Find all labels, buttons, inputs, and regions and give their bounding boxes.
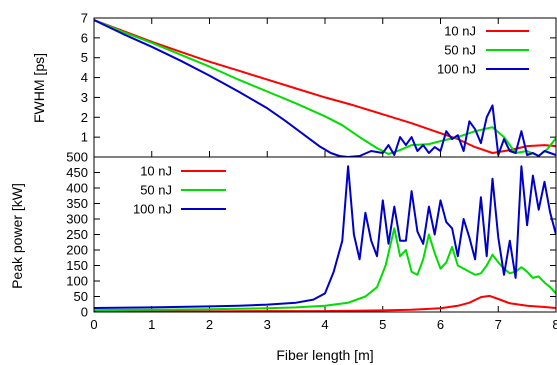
peak-power-y-tick-label-2: 100 — [66, 274, 88, 289]
fwhm-panel: 1 2 3 4 5 6 7 FWHM [ps] 10 nJ 50 nJ 100 nJ — [31, 11, 557, 158]
peak-power-legend-label-0: 10 nJ — [140, 164, 172, 179]
fwhm-y-ticks: 1 2 3 4 5 6 7 — [81, 11, 556, 145]
peak-power-x-tick-label-4: 4 — [321, 317, 328, 332]
peak-power-series-line-1 — [94, 227, 556, 312]
peak-power-y-tick-label-6: 300 — [66, 212, 88, 227]
fwhm-legend-label-0: 10 nJ — [444, 24, 476, 39]
fwhm-y-tick-label-3: 4 — [81, 70, 88, 85]
fwhm-y-tick-label-6: 7 — [81, 11, 88, 26]
peak-power-x-tick-label-6: 6 — [437, 317, 444, 332]
peak-power-y-tick-label-10: 500 — [66, 150, 88, 165]
peak-power-y-tick-label-5: 250 — [66, 227, 88, 242]
peak-power-series-lines — [94, 165, 556, 312]
peak-power-x-tick-label-2: 2 — [206, 317, 213, 332]
x-axis-label: Fiber length [m] — [276, 347, 373, 363]
peak-power-series-line-2 — [94, 165, 556, 309]
peak-power-y-axis-label: Peak power [kW] — [9, 183, 25, 289]
peak-power-y-tick-label-9: 450 — [66, 165, 88, 180]
fwhm-series-lines — [94, 19, 556, 157]
peak-power-legend: 10 nJ 50 nJ 100 nJ — [133, 164, 226, 217]
peak-power-x-tick-label-1: 1 — [148, 317, 155, 332]
peak-power-y-tick-label-0: 0 — [81, 305, 88, 320]
fwhm-y-tick-label-0: 1 — [81, 130, 88, 145]
fwhm-y-tick-label-2: 3 — [81, 90, 88, 105]
fwhm-y-tick-label-4: 5 — [81, 50, 88, 65]
fwhm-y-axis-label: FWHM [ps] — [31, 53, 47, 123]
peak-power-y-tick-label-3: 150 — [66, 258, 88, 273]
peak-power-x-tick-label-3: 3 — [264, 317, 271, 332]
fwhm-legend-label-1: 50 nJ — [444, 43, 476, 58]
peak-power-legend-label-1: 50 nJ — [140, 183, 172, 198]
peak-power-x-tick-label-0: 0 — [90, 317, 97, 332]
fwhm-series-line-0 — [94, 19, 556, 154]
fwhm-y-tick-label-1: 2 — [81, 110, 88, 125]
peak-power-x-tick-label-5: 5 — [379, 317, 386, 332]
peak-power-legend-label-2: 100 nJ — [133, 202, 172, 217]
peak-power-plot-frame — [93, 156, 557, 313]
peak-power-series-line-0 — [94, 294, 556, 312]
peak-power-x-tick-label-8: 8 — [552, 317, 557, 332]
peak-power-y-tick-label-7: 350 — [66, 196, 88, 211]
peak-power-y-tick-label-8: 400 — [66, 181, 88, 196]
fwhm-series-line-2 — [94, 19, 556, 157]
peak-power-y-tick-label-1: 50 — [74, 289, 88, 304]
peak-power-x-tick-label-7: 7 — [495, 317, 502, 332]
fwhm-series-line-1 — [94, 19, 556, 157]
fwhm-legend-label-2: 100 nJ — [437, 62, 476, 77]
peak-power-y-tick-label-4: 200 — [66, 243, 88, 258]
fwhm-legend: 10 nJ 50 nJ 100 nJ — [437, 24, 529, 77]
fwhm-y-tick-label-5: 6 — [81, 30, 88, 45]
peak-power-x-ticks: 0 1 2 3 4 5 6 7 8 — [90, 18, 557, 332]
fwhm-plot-frame — [93, 17, 557, 158]
